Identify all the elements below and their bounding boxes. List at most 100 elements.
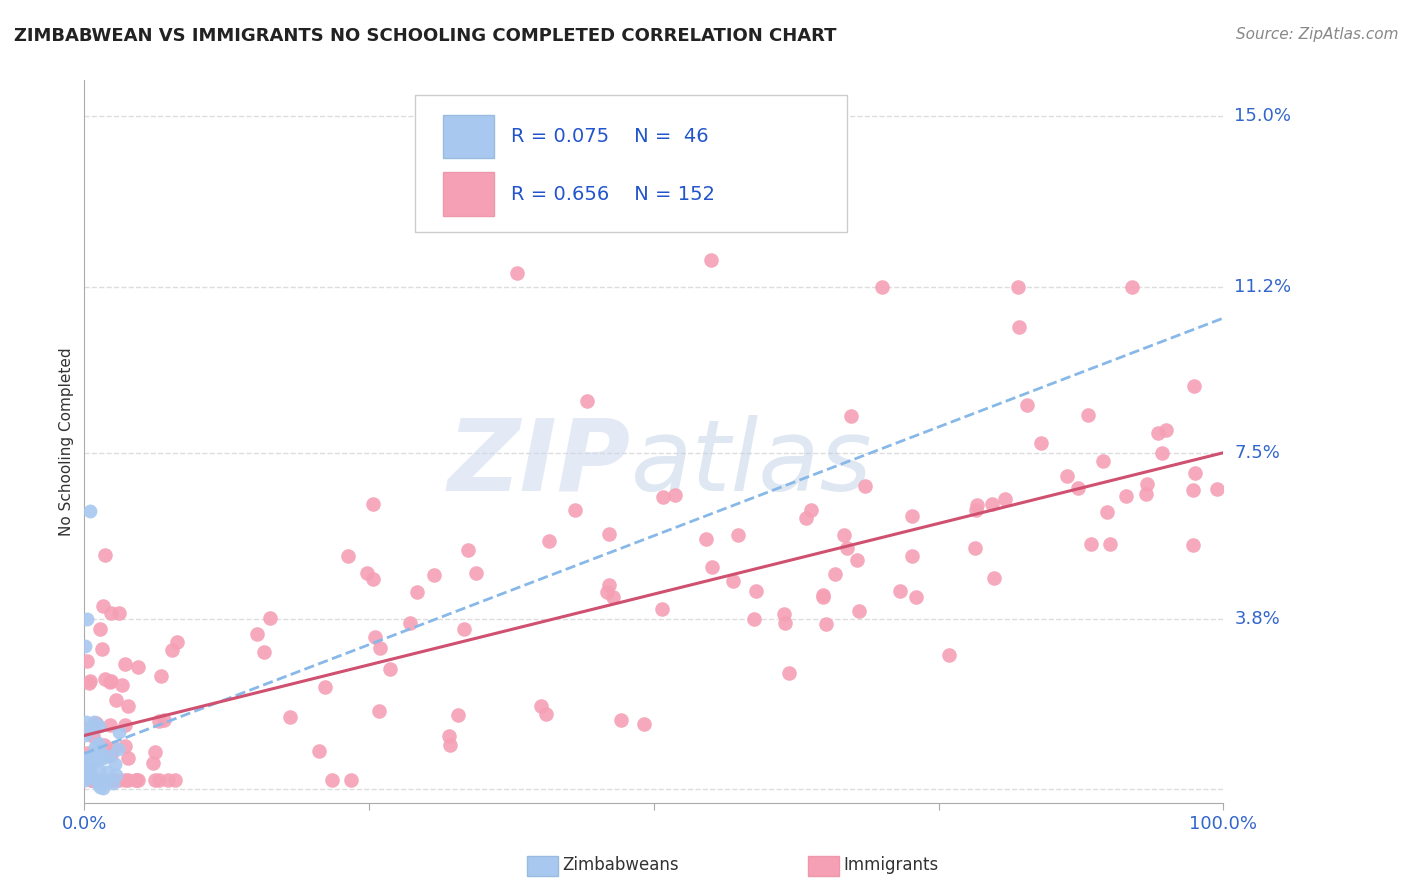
Point — [80, 749, 103, 764]
FancyBboxPatch shape — [415, 95, 848, 232]
Point — [1115, 489, 1137, 503]
Point — [811, 588, 834, 602]
Point — [89, 745, 111, 759]
Point — [1091, 454, 1114, 468]
Point — [153, 713, 176, 727]
Point — [405, 585, 427, 599]
Point — [124, 773, 146, 788]
Point — [778, 666, 800, 681]
Point — [104, 756, 127, 771]
Point — [727, 528, 749, 542]
Point — [98, 773, 121, 788]
Point — [76, 770, 98, 784]
Point — [91, 780, 114, 795]
Point — [983, 571, 1005, 585]
Point — [800, 503, 823, 517]
Point — [1135, 477, 1157, 491]
Point — [259, 611, 281, 625]
Point — [837, 541, 859, 556]
Point — [773, 607, 796, 622]
Point — [439, 738, 461, 752]
Point — [853, 479, 876, 493]
Point — [143, 773, 166, 788]
Point — [1146, 425, 1168, 440]
Point — [423, 567, 446, 582]
Point — [98, 675, 121, 690]
Point — [127, 660, 149, 674]
Point — [114, 773, 136, 788]
Point — [107, 742, 129, 756]
Point — [963, 541, 986, 556]
Point — [602, 591, 624, 605]
Point — [773, 616, 796, 631]
Point — [150, 669, 173, 683]
Point — [1067, 481, 1090, 495]
Y-axis label: No Schooling Completed: No Schooling Completed — [59, 347, 75, 536]
Point — [1182, 538, 1205, 552]
Point — [93, 548, 115, 562]
Point — [314, 680, 336, 694]
Point — [465, 566, 488, 581]
Point — [101, 773, 124, 788]
Point — [1121, 279, 1143, 293]
Point — [966, 499, 988, 513]
Point — [148, 714, 170, 729]
Point — [98, 718, 121, 732]
Point — [77, 675, 100, 690]
Point — [845, 553, 868, 567]
Text: 7.5%: 7.5% — [1234, 443, 1281, 462]
Point — [93, 773, 115, 788]
Point — [321, 773, 343, 788]
Point — [163, 773, 186, 788]
Point — [83, 714, 105, 729]
Point — [744, 612, 766, 626]
Point — [125, 773, 148, 788]
Point — [156, 773, 179, 788]
Point — [1097, 505, 1119, 519]
Point — [79, 763, 101, 777]
Point — [368, 641, 391, 656]
Point — [91, 751, 114, 765]
Point — [598, 527, 620, 541]
Point — [108, 606, 131, 620]
Point — [76, 612, 98, 626]
Point — [89, 774, 111, 789]
Point — [901, 508, 924, 523]
Point — [695, 532, 717, 546]
Point — [530, 698, 553, 713]
Point — [100, 607, 122, 621]
Point — [308, 744, 330, 758]
Point — [1182, 378, 1205, 392]
Point — [94, 772, 117, 787]
Point — [75, 753, 97, 767]
Point — [166, 635, 188, 649]
Text: 15.0%: 15.0% — [1234, 107, 1291, 125]
Point — [361, 573, 384, 587]
Point — [73, 753, 96, 767]
Point — [143, 746, 166, 760]
Point — [76, 721, 98, 735]
Point — [100, 674, 122, 689]
Point — [162, 642, 184, 657]
Point — [633, 717, 655, 731]
Point — [75, 639, 97, 653]
Point — [457, 542, 479, 557]
Point — [994, 492, 1017, 507]
Point — [1184, 466, 1206, 480]
Point — [79, 757, 101, 772]
Point — [117, 698, 139, 713]
Point — [889, 583, 911, 598]
Point — [80, 773, 103, 788]
Point — [73, 758, 96, 772]
Point — [84, 773, 107, 788]
Point — [105, 768, 128, 782]
Point — [356, 566, 378, 581]
Point — [107, 725, 129, 739]
Point — [76, 761, 98, 775]
Point — [89, 773, 111, 788]
Point — [367, 704, 389, 718]
Point — [398, 616, 420, 631]
Point — [832, 528, 855, 542]
Point — [80, 756, 103, 771]
Point — [378, 662, 401, 676]
